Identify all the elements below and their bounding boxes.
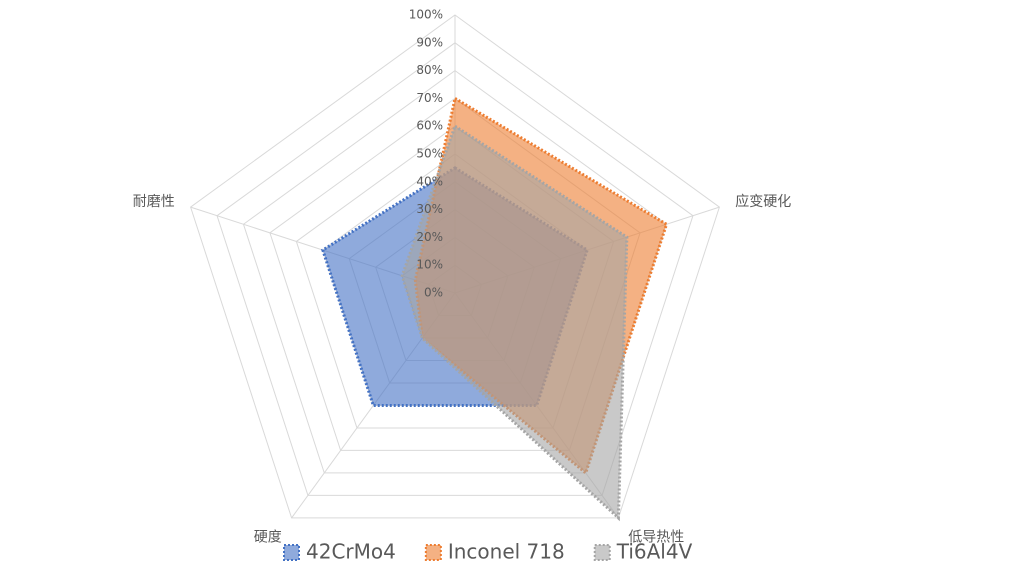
legend-label: Inconel 718 <box>448 540 565 564</box>
r-tick-label: 80% <box>416 63 443 77</box>
category-label: 低导热性 <box>628 529 684 545</box>
category-label: 应变硬化 <box>735 193 791 210</box>
r-tick-label: 30% <box>416 202 443 216</box>
r-tick-label: 50% <box>416 147 443 161</box>
r-tick-label: 90% <box>416 35 443 49</box>
series-area <box>400 123 629 522</box>
legend-swatch <box>283 544 300 561</box>
legend-label: 42CrMo4 <box>306 540 396 564</box>
r-tick-label: 70% <box>416 91 443 105</box>
legend-swatch <box>593 544 611 561</box>
grid-ring <box>216 42 694 496</box>
legend-label: Ti6Al4V <box>616 540 693 564</box>
r-tick-label: 20% <box>416 230 443 244</box>
r-tick-label: 60% <box>416 119 443 133</box>
r-tick-label: 40% <box>416 174 443 188</box>
legend-swatch <box>424 544 442 561</box>
grid-ring <box>242 69 668 474</box>
grid-ring <box>190 14 720 519</box>
r-tick-label: 100% <box>409 8 443 22</box>
category-label: 硬度 <box>254 529 282 545</box>
r-tick-label: 0% <box>424 286 443 300</box>
r-tick-label: 10% <box>416 258 443 272</box>
category-label: 耐磨性 <box>133 194 175 210</box>
